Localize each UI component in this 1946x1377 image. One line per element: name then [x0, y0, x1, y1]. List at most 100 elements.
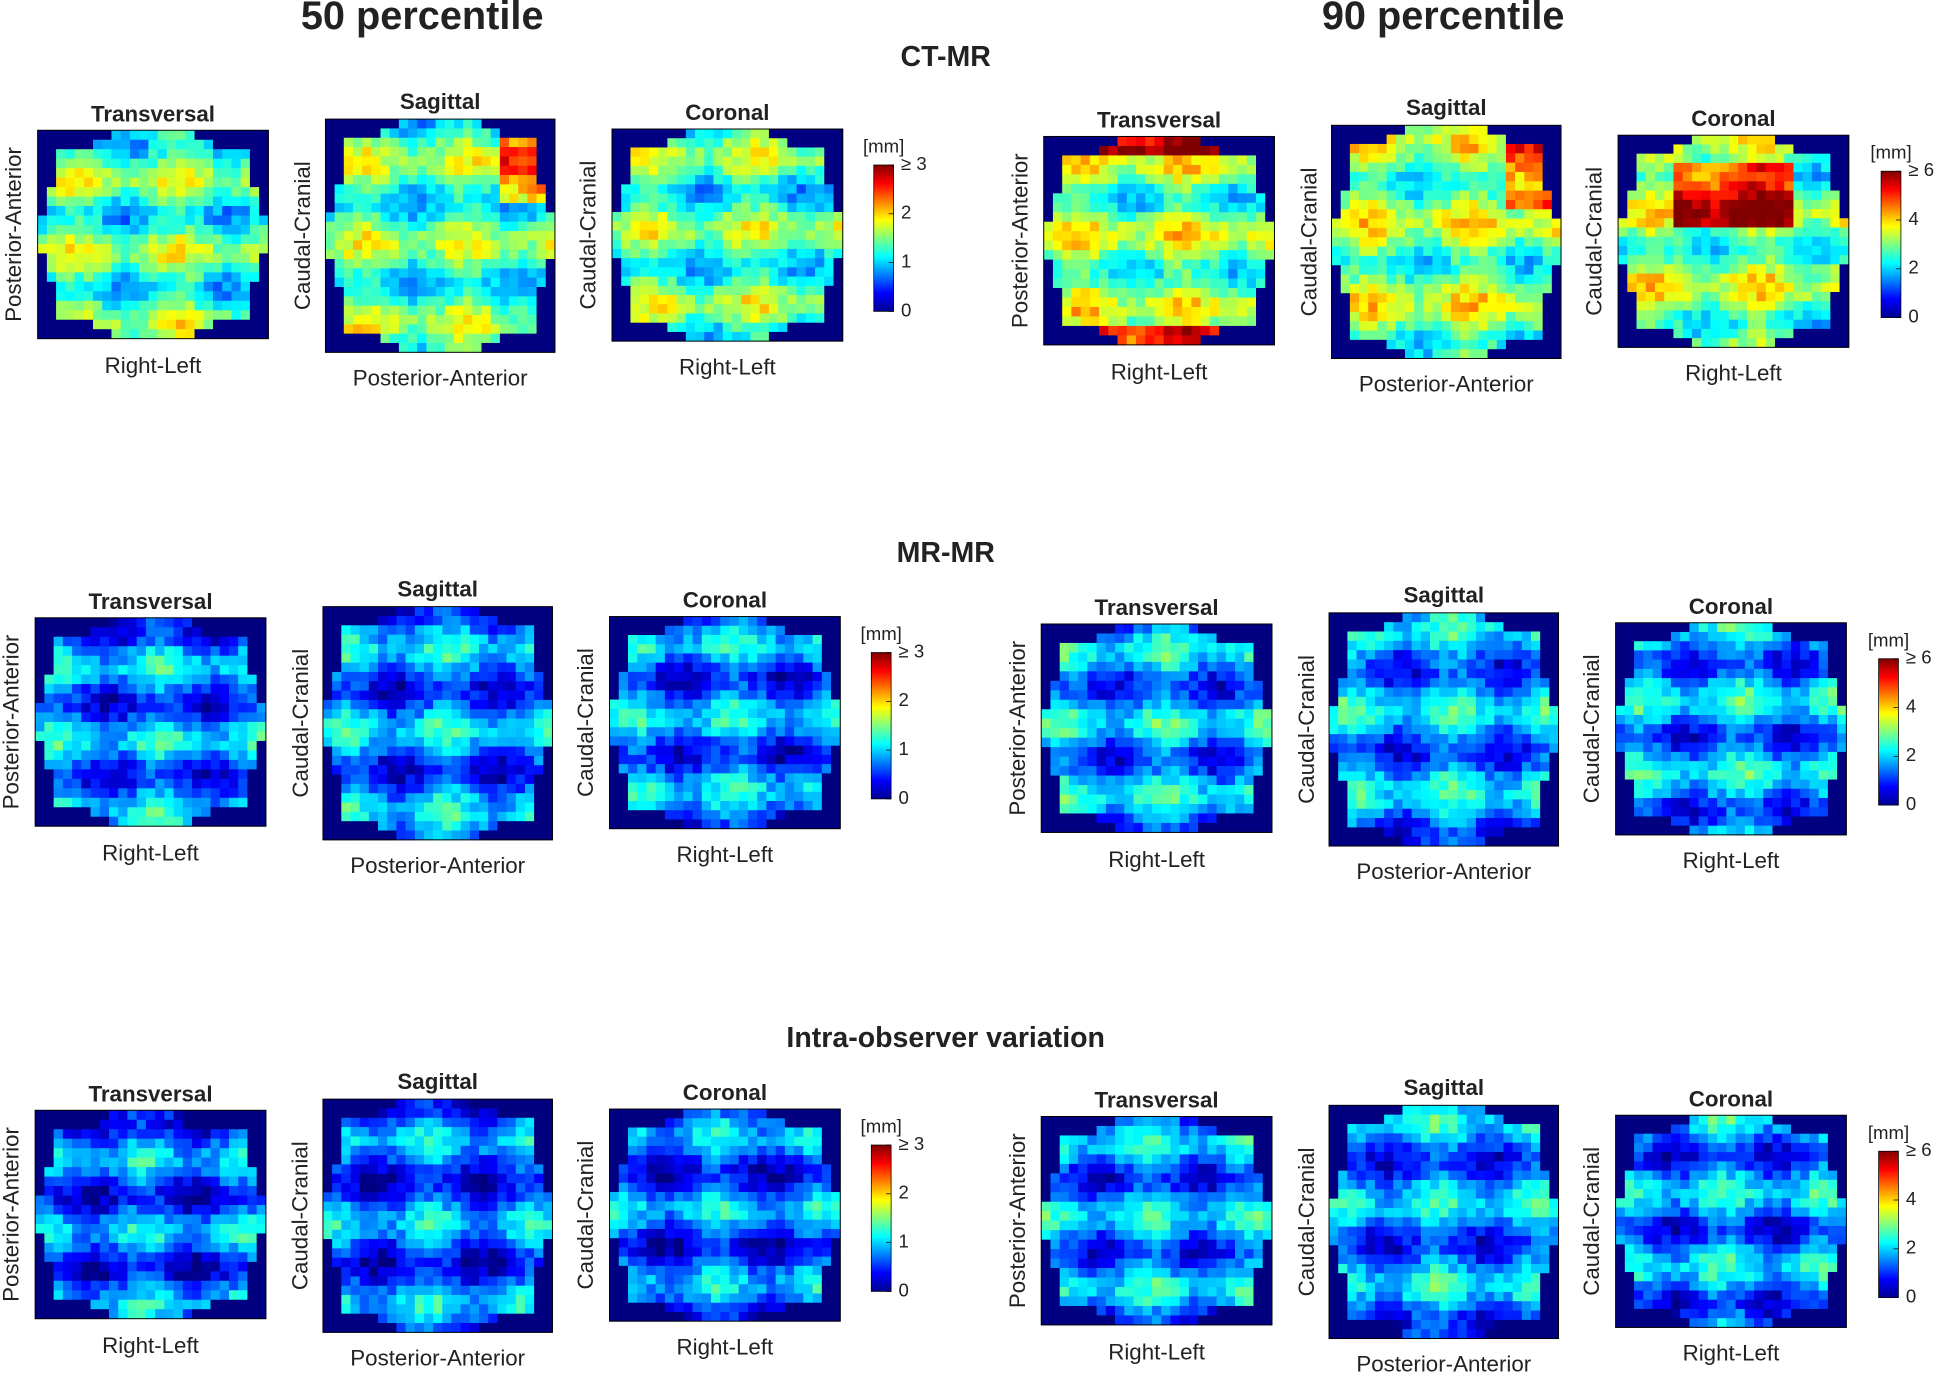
heatmap-cell	[806, 304, 816, 314]
heatmap-cell	[451, 653, 461, 663]
heatmap-cell	[702, 672, 712, 682]
heatmap-cell	[127, 684, 137, 694]
heatmap-cell	[1840, 227, 1850, 237]
heatmap-cell	[65, 310, 75, 320]
heatmap-cell	[610, 727, 620, 737]
heatmap-cell	[1673, 320, 1683, 330]
heatmap-cell	[1247, 231, 1257, 241]
heatmap-cell	[238, 788, 248, 798]
heatmap-cell	[693, 792, 703, 802]
heatmap-cell	[797, 258, 807, 268]
heatmap-cell	[621, 194, 631, 204]
heatmap-cell	[769, 129, 779, 139]
heatmap-cell	[507, 803, 517, 813]
heatmap-cell	[741, 258, 751, 268]
heatmap-cell	[222, 225, 232, 235]
heatmap-cell	[130, 310, 140, 320]
heatmap-cell	[463, 259, 473, 269]
heatmap-cell	[1118, 222, 1128, 232]
heatmap-cell	[1701, 172, 1711, 182]
heatmap-cell	[497, 737, 507, 747]
heatmap-cell	[222, 178, 232, 188]
heatmap-cell	[229, 769, 239, 779]
heatmap-cell	[1350, 256, 1360, 266]
heatmap-cell	[815, 332, 825, 342]
heatmap-cell	[769, 194, 779, 204]
heatmap-cell	[323, 737, 333, 747]
heatmap-cell	[47, 301, 57, 311]
heatmap-cell	[1664, 135, 1674, 145]
heatmap-cell	[815, 203, 825, 213]
heatmap-cell	[497, 756, 507, 766]
heatmap-cell	[1830, 135, 1840, 145]
heatmap-cell	[167, 291, 177, 301]
heatmap-cell	[527, 194, 537, 204]
heatmap-cell	[121, 140, 131, 150]
heatmap-cell	[769, 277, 779, 287]
heatmap-cell	[111, 225, 121, 235]
heatmap-cell	[139, 168, 149, 178]
heatmap-cell	[1469, 228, 1479, 238]
heatmap-cell	[63, 646, 73, 656]
heatmap-cell	[1090, 203, 1100, 213]
heatmap-cell	[47, 140, 57, 150]
heatmap-cell	[174, 769, 184, 779]
row-title: CT-MR	[901, 41, 992, 73]
heatmap-cell	[546, 240, 556, 250]
heatmap-cell	[695, 249, 705, 259]
heatmap-cell	[525, 719, 535, 729]
heatmap-cell	[247, 675, 257, 685]
heatmap-cell	[630, 295, 640, 305]
heatmap-cell	[760, 230, 770, 240]
heatmap-cell	[500, 194, 510, 204]
heatmap-cell	[665, 700, 675, 710]
heatmap-cell	[1757, 255, 1767, 265]
heatmap-cell	[213, 197, 223, 207]
heatmap-cell	[1710, 329, 1720, 339]
heatmap-cell	[769, 138, 779, 148]
heatmap-cell	[451, 719, 461, 729]
heatmap-cell	[1497, 200, 1507, 210]
heatmap-cell	[497, 663, 507, 673]
heatmap-cell	[387, 635, 397, 645]
heatmap-cell	[1173, 231, 1183, 241]
heatmap-cell	[1053, 203, 1063, 213]
heatmap-cell	[362, 128, 372, 138]
heatmap-cell	[1238, 335, 1248, 345]
heatmap-cell	[1460, 340, 1470, 350]
heatmap-cell	[91, 675, 101, 685]
heatmap-cell	[1552, 172, 1562, 182]
heatmap-cell	[1210, 184, 1220, 194]
heatmap-cell	[1414, 191, 1424, 201]
heatmap-cell	[1488, 303, 1498, 313]
heatmap-cell	[1387, 135, 1397, 145]
heatmap-cell	[201, 788, 211, 798]
heatmap-cell	[204, 206, 214, 216]
heatmap-cell	[1118, 231, 1128, 241]
heatmap-cell	[229, 741, 239, 751]
heatmap-cell	[408, 315, 418, 325]
heatmap-cell	[630, 166, 640, 176]
heatmap-cell	[396, 663, 406, 673]
heatmap-cell	[1821, 209, 1831, 219]
heatmap-cell	[378, 616, 388, 626]
heatmap-cell	[167, 130, 177, 140]
heatmap-cell	[1341, 265, 1351, 275]
heatmap-cell	[424, 681, 434, 691]
heatmap-cell	[176, 168, 186, 178]
heatmap-cell	[1738, 264, 1748, 274]
heatmap-cell	[723, 286, 733, 296]
heatmap-cell	[1637, 329, 1647, 339]
heatmap-cell	[711, 626, 721, 636]
heatmap-cell	[656, 663, 666, 673]
heatmap-cell	[332, 700, 342, 710]
heatmap-cell	[118, 703, 128, 713]
heatmap-cell	[1405, 153, 1415, 163]
heatmap-cell	[417, 259, 427, 269]
heatmap-cell	[1219, 269, 1229, 279]
heatmap-cell	[335, 296, 345, 306]
heatmap-cell	[38, 216, 48, 226]
heatmap-cell	[56, 187, 66, 197]
heatmap-cell	[1830, 301, 1840, 311]
heatmap-cell	[454, 231, 464, 241]
